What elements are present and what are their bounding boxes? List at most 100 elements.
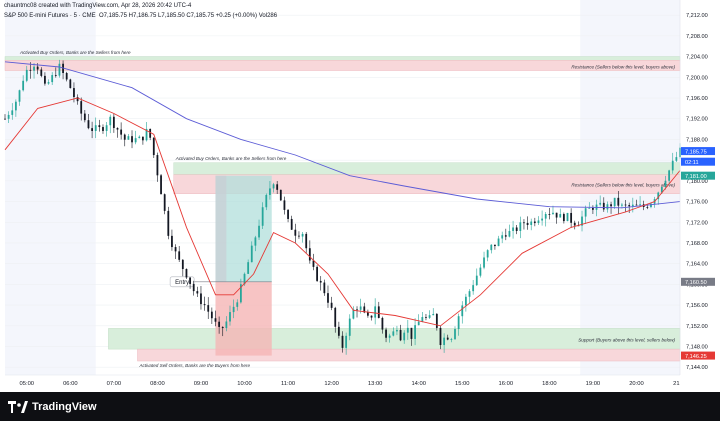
time-tick-label: 10:00 bbox=[237, 381, 252, 387]
candle-body bbox=[584, 208, 587, 217]
target-price-label-bg bbox=[681, 171, 715, 180]
candle-body bbox=[370, 315, 373, 318]
candle-body bbox=[581, 216, 583, 226]
candle-body bbox=[69, 79, 72, 89]
target-price-label: 7,181.00 bbox=[685, 174, 707, 180]
ema-fast-line bbox=[4, 97, 681, 327]
candle-body bbox=[671, 160, 674, 171]
candle-body bbox=[490, 244, 493, 251]
candle-body bbox=[87, 120, 90, 129]
stop-zone bbox=[215, 281, 272, 356]
candle-body bbox=[272, 184, 275, 189]
header-author: chauntmc08 created with TradingView.com,… bbox=[4, 3, 192, 9]
candle-body bbox=[530, 221, 533, 226]
premarket-shade bbox=[5, 0, 96, 375]
candle-body bbox=[76, 97, 79, 102]
candle-body bbox=[178, 251, 181, 260]
time-tick-label: 20:00 bbox=[629, 381, 644, 387]
price-axis[interactable]: 7,212.00 7,208.00 7,204.00 7,200.00 7,196.00… bbox=[679, 0, 715, 375]
candle-body bbox=[120, 129, 123, 135]
candle-body bbox=[36, 66, 39, 70]
candle-body bbox=[316, 266, 318, 281]
candle-body bbox=[44, 75, 46, 84]
candle-body bbox=[504, 235, 507, 237]
candle-body bbox=[269, 188, 271, 195]
candle-body bbox=[439, 327, 442, 346]
candle-body bbox=[399, 329, 402, 341]
candle-body bbox=[555, 212, 558, 218]
price-tick-label: 7,196.00 bbox=[686, 96, 708, 102]
entry-gray-zone bbox=[215, 175, 227, 282]
candle-body bbox=[131, 136, 133, 143]
candle-body bbox=[635, 204, 638, 206]
candle-body bbox=[446, 337, 449, 340]
candle-body bbox=[454, 329, 456, 340]
candle-body bbox=[7, 114, 10, 119]
candle-body bbox=[519, 222, 522, 231]
zone-label: Support (Buyers above this level, seller… bbox=[578, 337, 675, 342]
candle-body bbox=[337, 326, 340, 336]
candle-body bbox=[479, 267, 482, 276]
candle-body bbox=[403, 332, 406, 341]
candle-body bbox=[254, 237, 257, 246]
zones-layer: Activated Buy Orders, Banks are the Sell… bbox=[4, 50, 681, 368]
candle-body bbox=[624, 204, 627, 206]
header-ohlc: O7,185.75 H7,186.75 L7,185.50 C7,185.75 … bbox=[98, 13, 278, 19]
candle-body bbox=[664, 180, 667, 187]
candle-body bbox=[468, 291, 471, 297]
candle-body bbox=[388, 335, 391, 338]
candle-body bbox=[207, 305, 210, 312]
zone-label: Resistance (Sellers below this level, bu… bbox=[571, 64, 675, 69]
candle-body bbox=[537, 220, 540, 224]
candle-body bbox=[123, 134, 126, 140]
candle-body bbox=[294, 229, 297, 236]
candle-body bbox=[602, 202, 605, 210]
candle-body bbox=[58, 63, 61, 76]
candle-body bbox=[450, 339, 453, 340]
candle-body bbox=[65, 73, 68, 80]
candle-body bbox=[650, 203, 652, 208]
candle-body bbox=[33, 66, 35, 71]
candle-body bbox=[51, 75, 54, 83]
candle-body bbox=[475, 275, 478, 286]
current-price-label-bg bbox=[681, 147, 715, 156]
candle-body bbox=[323, 282, 326, 294]
zone-label: Activated Buy Orders, Banks are the Sell… bbox=[175, 156, 287, 161]
candle-body bbox=[621, 204, 623, 206]
candle-body bbox=[156, 155, 159, 176]
candle-body bbox=[298, 235, 300, 237]
candle-body bbox=[381, 317, 384, 330]
candle-body bbox=[417, 321, 420, 326]
candle-body bbox=[577, 225, 580, 227]
candle-body bbox=[25, 69, 28, 81]
candle-body bbox=[145, 128, 148, 141]
candle-body bbox=[327, 293, 329, 303]
candle-body bbox=[341, 335, 344, 348]
candle-body bbox=[102, 127, 104, 131]
candle-body bbox=[203, 304, 206, 306]
candle-body bbox=[221, 326, 224, 329]
time-axis[interactable]: 05:00 06:00 07:00 08:00 09:00 10:00 11:00 12:00… bbox=[5, 374, 680, 387]
candle-body bbox=[628, 205, 631, 207]
price-tick-label: 7,188.00 bbox=[686, 137, 708, 143]
candle-body bbox=[181, 259, 184, 269]
candle-body bbox=[432, 313, 435, 316]
candle-body bbox=[105, 125, 108, 131]
candle-body bbox=[592, 207, 594, 210]
candle-body bbox=[160, 175, 162, 195]
candle-body bbox=[80, 101, 83, 114]
candle-body bbox=[94, 125, 97, 131]
tradingview-logo[interactable]: TradingView bbox=[8, 401, 97, 413]
zone-label: Activated Buy Orders, Banks are the Sell… bbox=[19, 50, 131, 55]
time-tick-label: 13:00 bbox=[368, 381, 383, 387]
candle-body bbox=[352, 309, 355, 319]
candle-body bbox=[377, 306, 380, 318]
trading-chart[interactable]: Activated Buy Orders, Banks are the Sell… bbox=[0, 0, 720, 392]
candle-body bbox=[330, 302, 333, 308]
candle-body bbox=[47, 82, 50, 84]
long-position-tool[interactable]: Entry bbox=[169, 175, 272, 356]
price-tick-label: 7,212.00 bbox=[686, 13, 708, 19]
candle-body bbox=[290, 218, 293, 230]
candle-body bbox=[174, 247, 177, 252]
candle-body bbox=[425, 317, 427, 318]
